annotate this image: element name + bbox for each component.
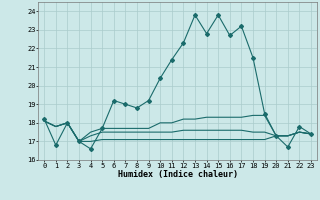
X-axis label: Humidex (Indice chaleur): Humidex (Indice chaleur) xyxy=(118,170,238,179)
